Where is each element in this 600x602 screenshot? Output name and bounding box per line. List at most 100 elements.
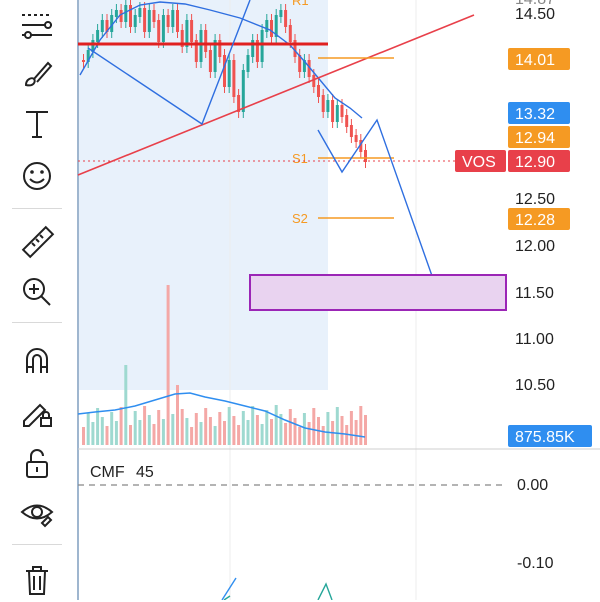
candle-body xyxy=(270,20,273,37)
candle-body xyxy=(364,150,367,162)
candle-body xyxy=(349,125,353,137)
candle-body xyxy=(232,60,236,97)
pivot-r1-label: R1 xyxy=(292,0,309,8)
volume-bar xyxy=(82,427,85,445)
cmf-axis-tick: -0.10 xyxy=(517,555,554,572)
time-range-highlight xyxy=(78,0,328,390)
lock-drawings-icon[interactable] xyxy=(12,390,62,434)
volume-bar xyxy=(147,415,151,445)
volume-bar xyxy=(138,420,142,445)
candle-body xyxy=(171,10,175,27)
candle-body xyxy=(124,5,128,22)
candle-body xyxy=(157,20,161,42)
volume-bar xyxy=(246,420,250,445)
candle-body xyxy=(241,70,245,112)
projection-path-line xyxy=(317,118,438,291)
chart-area[interactable]: R1 S1 S2 14.87 14.50 12.50 12.00 11.50 1… xyxy=(74,0,600,600)
candle-body xyxy=(185,20,189,47)
candle-body xyxy=(227,60,231,87)
price-tag-support: 12.94 xyxy=(508,126,570,148)
price-tag-text: 14.01 xyxy=(515,52,555,69)
candle-body xyxy=(204,30,208,52)
volume-bar xyxy=(91,422,95,445)
candle-body xyxy=(96,30,100,42)
text-tool-icon[interactable] xyxy=(12,102,62,146)
volume-bar xyxy=(241,411,245,445)
volume-bar xyxy=(208,417,212,445)
candle-body xyxy=(105,20,109,32)
volume-bar xyxy=(349,411,353,445)
zoom-in-tool-icon[interactable] xyxy=(12,270,62,314)
volume-bar xyxy=(171,414,175,445)
target-zone-rectangle[interactable] xyxy=(249,274,507,311)
volume-bar xyxy=(119,407,123,445)
price-tag-last: 12.90 xyxy=(508,150,570,172)
volume-bar xyxy=(204,408,208,445)
volume-bar xyxy=(279,414,283,445)
volume-bar xyxy=(105,426,109,445)
trend-line-tool-icon[interactable] xyxy=(12,4,62,48)
volume-bar xyxy=(237,425,241,445)
candle-body xyxy=(190,20,194,42)
candle-body xyxy=(321,95,325,112)
brush-tool-icon[interactable] xyxy=(12,52,62,96)
volume-bar xyxy=(218,412,222,445)
volume-bar xyxy=(340,416,344,445)
pivot-s1-label: S1 xyxy=(292,151,308,166)
volume-bar xyxy=(307,422,311,445)
volume-bar xyxy=(284,423,288,445)
unlock-icon[interactable] xyxy=(12,442,62,486)
volume-ma-line xyxy=(77,392,366,438)
drawing-toolbar xyxy=(0,0,74,600)
toolbar-separator xyxy=(12,544,62,545)
cmf-line-up xyxy=(223,595,231,600)
trash-icon[interactable] xyxy=(12,558,62,602)
candle-body xyxy=(288,25,292,42)
candle-body xyxy=(86,50,90,62)
symbol-tag: VOS xyxy=(455,150,506,172)
volume-bar xyxy=(260,424,264,445)
toolbar-separator xyxy=(12,322,62,323)
eye-visibility-icon[interactable] xyxy=(12,490,62,534)
ruler-tool-icon[interactable] xyxy=(12,220,62,264)
price-tag-r1: 14.01 xyxy=(508,48,570,70)
candlestick-series xyxy=(82,0,367,168)
volume-bar xyxy=(124,365,128,445)
candle-body xyxy=(251,40,255,57)
candle-body xyxy=(331,100,335,122)
candle-body xyxy=(147,10,151,32)
candle-body xyxy=(199,30,203,62)
price-ma-line xyxy=(79,1,363,119)
price-axis-tick: 12.00 xyxy=(515,238,555,255)
volume-bar xyxy=(298,427,302,445)
zigzag-pattern-line xyxy=(87,0,251,126)
candle-body xyxy=(213,40,217,72)
volume-bar xyxy=(110,412,114,445)
rising-trendline xyxy=(77,14,475,176)
volume-bar xyxy=(199,422,203,445)
candle-body xyxy=(100,20,104,32)
indicator-period: 45 xyxy=(136,464,154,481)
candle-body xyxy=(284,10,288,27)
magnet-tool-icon[interactable] xyxy=(12,338,62,382)
volume-bar xyxy=(288,409,292,445)
volume-bar xyxy=(293,418,297,445)
candle-body xyxy=(279,10,283,17)
candle-body xyxy=(114,10,118,17)
volume-tag-text: 875.85K xyxy=(515,429,575,446)
volume-bar xyxy=(96,408,100,445)
price-axis-tick: 10.50 xyxy=(515,377,555,394)
candle-body xyxy=(317,85,320,97)
volume-bar xyxy=(129,425,132,445)
candle-body xyxy=(161,15,165,42)
emoji-tool-icon[interactable] xyxy=(12,154,62,198)
price-axis-tick-clipped: 14.87 xyxy=(515,0,555,8)
candle-body xyxy=(119,10,123,22)
candle-body xyxy=(298,55,302,72)
candle-body xyxy=(237,95,241,112)
volume-bar xyxy=(152,424,156,445)
volume-bar xyxy=(265,410,269,445)
candle-body xyxy=(326,100,330,112)
price-tag-ma: 13.32 xyxy=(508,102,570,124)
volume-bar xyxy=(185,418,189,445)
